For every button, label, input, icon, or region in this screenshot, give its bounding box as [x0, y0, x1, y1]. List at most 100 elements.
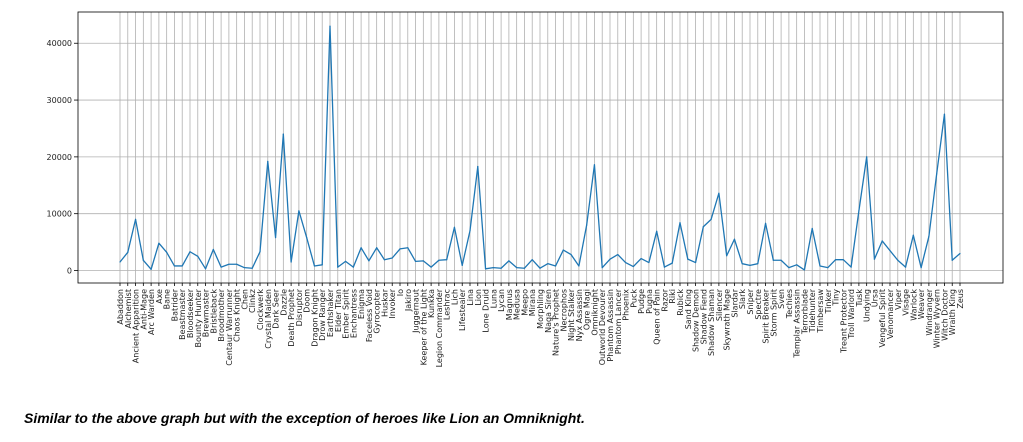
x-tick-label: Naga Siren	[544, 289, 553, 333]
x-tick-label: Broodmother	[217, 288, 226, 341]
data-point	[119, 261, 121, 263]
x-tick-label: Undying	[863, 289, 872, 322]
x-tick-label: Ember Spirit	[342, 289, 351, 339]
x-tick-label: Sven	[777, 289, 786, 309]
data-point	[850, 266, 852, 268]
data-point	[842, 259, 844, 261]
x-tick-label: Shadow Shaman	[707, 289, 716, 356]
data-point	[687, 258, 689, 260]
x-tick-label: Phantom Lancer	[614, 288, 623, 354]
x-tick-label: Dragon Knight	[310, 289, 319, 347]
data-point	[578, 265, 580, 267]
x-tick-label: Storm Spirit	[769, 289, 778, 337]
x-tick-label: Warlock	[909, 289, 918, 321]
data-point	[593, 164, 596, 166]
x-tick-label: Lone Druid	[482, 289, 491, 333]
data-point	[236, 263, 238, 265]
x-tick-label: Night Stalker	[567, 288, 576, 341]
x-tick-label: Tiny	[832, 289, 841, 307]
data-point	[337, 266, 339, 268]
data-point	[718, 192, 720, 194]
x-tick-label: Medusa	[513, 289, 522, 320]
data-point	[640, 257, 642, 260]
x-tick-label: Death Prophet	[287, 289, 296, 347]
plot-frame	[77, 11, 1004, 284]
x-tick-label: Techies	[785, 289, 794, 319]
data-point	[788, 267, 790, 269]
x-tick-label: Vengeful Spirit	[878, 289, 887, 348]
data-point	[671, 262, 673, 264]
x-tick-label: Winter Wyvern	[933, 289, 942, 348]
data-point	[181, 265, 183, 267]
data-point	[274, 236, 277, 239]
x-tick-label: Bounty Hunter	[194, 288, 203, 347]
data-point	[306, 236, 308, 239]
data-point	[943, 113, 946, 115]
data-point	[749, 264, 751, 266]
x-tick-label: Zeus	[956, 289, 965, 309]
data-point	[228, 263, 230, 265]
x-tick-label: Slark	[738, 289, 747, 309]
x-tick-label: Magnus	[505, 289, 514, 320]
data-point	[368, 260, 370, 262]
x-tick-label: Doom	[303, 289, 312, 313]
data-point	[422, 260, 424, 262]
data-point	[904, 266, 907, 268]
grid	[78, 12, 1003, 283]
data-point	[663, 266, 666, 268]
x-tick-label: Arc Warden	[147, 289, 156, 335]
data-point	[609, 258, 611, 260]
data-point	[134, 218, 137, 220]
data-point	[251, 267, 253, 269]
data-point	[407, 247, 409, 249]
data-point	[554, 265, 557, 267]
x-tick-label: Ursa	[870, 289, 879, 307]
x-tick-label: Pugna	[645, 289, 654, 314]
x-tick-label: Sniper	[746, 288, 755, 314]
data-point	[399, 248, 401, 250]
x-tick-label: Enigma	[357, 289, 366, 319]
data-point	[243, 267, 246, 269]
x-tick-label: Morphling	[536, 289, 545, 329]
x-tick-label: Centaur Warrunner	[225, 288, 234, 365]
data-point	[866, 156, 868, 158]
data-point	[391, 257, 393, 259]
data-point	[204, 268, 207, 270]
data-point	[453, 226, 456, 228]
x-tick-label: Luna	[489, 289, 498, 308]
data-point	[282, 133, 284, 135]
data-point	[414, 260, 417, 263]
data-point	[920, 267, 922, 269]
data-point	[656, 230, 658, 232]
x-tick-label: Treant Protector	[839, 288, 848, 354]
data-point	[547, 263, 549, 265]
data-point	[601, 267, 603, 269]
x-tick-label: Bane	[163, 289, 172, 309]
x-tick-label: Invoker	[388, 288, 397, 318]
data-point	[780, 259, 782, 261]
data-point	[648, 261, 650, 264]
x-tick-label: Tinker	[824, 288, 833, 314]
data-point	[570, 253, 572, 256]
x-tick-label: Slardar	[730, 288, 739, 317]
data-point	[726, 255, 728, 257]
x-tick-label: Keeper of the Light	[419, 289, 428, 365]
data-point	[321, 264, 323, 266]
x-tick-label: Puck	[629, 289, 638, 308]
data-point	[881, 240, 883, 242]
data-point	[764, 222, 767, 224]
data-point	[858, 210, 860, 212]
x-tick-label: Dark Seer	[272, 288, 281, 328]
data-point	[376, 247, 378, 249]
x-tick-label: Earthshaker	[326, 288, 335, 337]
x-tick-label: Mirana	[528, 289, 537, 316]
data-point	[360, 247, 362, 249]
x-tick-label: Gyrocopter	[373, 288, 382, 333]
data-point	[523, 267, 526, 269]
data-point	[617, 253, 619, 256]
data-point	[516, 267, 518, 269]
x-tick-label: Lifestealer	[458, 288, 467, 331]
x-tick-label: Huskar	[380, 288, 389, 317]
